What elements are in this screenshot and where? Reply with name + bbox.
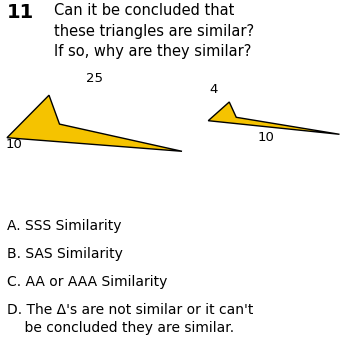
Text: Can it be concluded that
these triangles are similar?
If so, why are they simila: Can it be concluded that these triangles… — [54, 3, 254, 59]
Text: 11: 11 — [7, 3, 34, 22]
Text: 4: 4 — [209, 83, 218, 96]
Text: C. AA or AAA Similarity: C. AA or AAA Similarity — [7, 275, 167, 289]
Text: 10: 10 — [258, 131, 274, 144]
Polygon shape — [7, 95, 182, 151]
Text: A. SSS Similarity: A. SSS Similarity — [7, 219, 121, 233]
Text: B. SAS Similarity: B. SAS Similarity — [7, 247, 123, 261]
Text: 25: 25 — [86, 72, 103, 85]
Polygon shape — [208, 102, 340, 134]
Text: 10: 10 — [5, 138, 22, 151]
Text: D. The Δ's are not similar or it can't
    be concluded they are similar.: D. The Δ's are not similar or it can't b… — [7, 303, 253, 335]
